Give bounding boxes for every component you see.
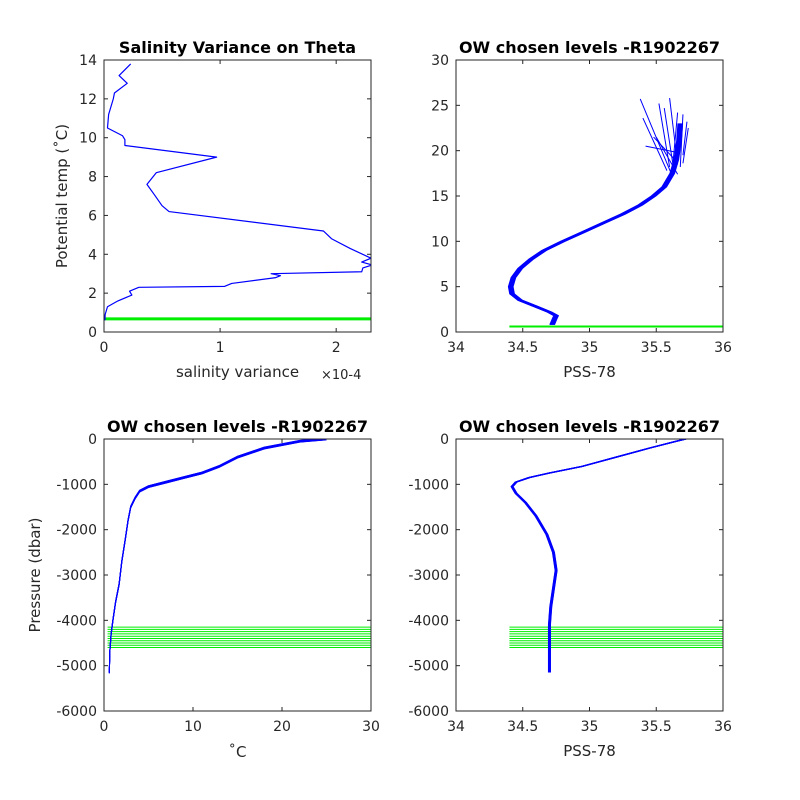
profile-spike <box>653 136 676 161</box>
y-tick-label: 10 <box>431 234 449 250</box>
profile-spike <box>645 145 678 153</box>
profile-spike <box>669 98 679 165</box>
x-axis-label: PSS-78 <box>563 363 616 381</box>
data-layer <box>509 439 723 673</box>
profile-spike <box>679 114 684 168</box>
y-tick-label: 12 <box>79 92 97 108</box>
x-tick-label: 34.5 <box>507 340 538 356</box>
x-tick-label: 35 <box>581 340 599 356</box>
data-layer <box>507 98 723 328</box>
plot-area <box>456 439 723 711</box>
y-tick-label: 10 <box>79 131 97 147</box>
data-layer <box>107 439 371 674</box>
y-tick-label: -6000 <box>56 704 97 720</box>
chart-title: OW chosen levels -R1902267 <box>459 38 720 57</box>
x-tick-label: 1 <box>216 340 225 356</box>
x-tick-label: 0 <box>100 719 109 735</box>
profile-spike <box>682 127 689 164</box>
y-tick-label: -1000 <box>408 477 449 493</box>
x-tick-label: 10 <box>184 719 202 735</box>
x-tick-label: 36 <box>714 719 732 735</box>
y-axis-label: Potential temp (˚C) <box>53 124 71 268</box>
profile-line <box>512 123 684 325</box>
profile-spike <box>663 107 675 169</box>
x-tick-label: 20 <box>273 719 291 735</box>
y-tick-label: -2000 <box>56 523 97 539</box>
y-tick-label: 0 <box>440 325 449 341</box>
profile-line <box>108 439 322 672</box>
chart-title: Salinity Variance on Theta <box>119 38 356 57</box>
plot-area <box>104 60 371 332</box>
y-tick-label: 20 <box>431 144 449 160</box>
y-tick-label: 2 <box>88 286 97 302</box>
y-tick-label: 14 <box>79 53 97 69</box>
plot-area <box>456 60 723 332</box>
x-tick-label: 34 <box>447 340 465 356</box>
y-tick-label: -3000 <box>408 568 449 584</box>
x-axis-label: salinity variance <box>176 363 299 381</box>
y-tick-label: 0 <box>88 432 97 448</box>
x-axis-label: PSS-78 <box>563 742 616 760</box>
y-tick-label: 5 <box>440 280 449 296</box>
y-tick-label: 25 <box>431 98 449 114</box>
y-tick-label: 6 <box>88 208 97 224</box>
x-tick-label: 35.5 <box>641 719 672 735</box>
y-tick-label: -6000 <box>408 704 449 720</box>
x-axis-label: ˚C <box>229 743 247 761</box>
chart-title: OW chosen levels -R1902267 <box>107 417 368 436</box>
y-tick-label: 15 <box>431 189 449 205</box>
y-tick-label: -5000 <box>408 659 449 675</box>
y-tick-label: -1000 <box>56 477 97 493</box>
y-tick-label: -4000 <box>56 613 97 629</box>
y-tick-label: -5000 <box>56 659 97 675</box>
y-tick-label: 30 <box>431 53 449 69</box>
profile-spike <box>655 136 679 175</box>
x-tick-label: 34.5 <box>507 719 538 735</box>
x-exponent-label: ×10-4 <box>321 368 361 383</box>
chart-title: OW chosen levels -R1902267 <box>459 417 720 436</box>
y-tick-label: 8 <box>88 170 97 186</box>
y-tick-label: -2000 <box>408 523 449 539</box>
y-tick-label: 0 <box>88 325 97 341</box>
chart-panel-3: 0 10 20 30 -6000 -5000 -4000 -3000 -2000 -1000 0 OW… <box>26 417 380 761</box>
y-tick-label: 4 <box>88 247 97 263</box>
profile-line <box>104 63 371 321</box>
profile-spike <box>642 117 668 171</box>
x-tick-label: 34 <box>447 719 465 735</box>
plot-area <box>104 439 371 711</box>
y-tick-label: -3000 <box>56 568 97 584</box>
y-tick-label: 0 <box>440 432 449 448</box>
axes-box <box>103 59 372 333</box>
chart-panel-4: 34 34.5 35 35.5 36 -6000 -5000 -4000 -3000 -2000 -… <box>408 417 732 760</box>
x-tick-label: 36 <box>714 340 732 356</box>
x-tick-label: 35 <box>581 719 599 735</box>
chart-panel-2: 34 34.5 35 35.5 36 0 5 10 15 20 25 30 OW chosen leve… <box>431 38 732 381</box>
y-tick-label: -4000 <box>408 613 449 629</box>
x-tick-label: 0 <box>100 340 109 356</box>
x-tick-label: 35.5 <box>641 340 672 356</box>
x-tick-label: 2 <box>332 340 341 356</box>
x-tick-label: 30 <box>362 719 380 735</box>
profile-spike <box>671 112 679 171</box>
data-layer <box>104 63 371 321</box>
y-axis-label: Pressure (dbar) <box>26 518 44 633</box>
profile-spike <box>682 121 688 156</box>
profile-line <box>512 439 687 673</box>
